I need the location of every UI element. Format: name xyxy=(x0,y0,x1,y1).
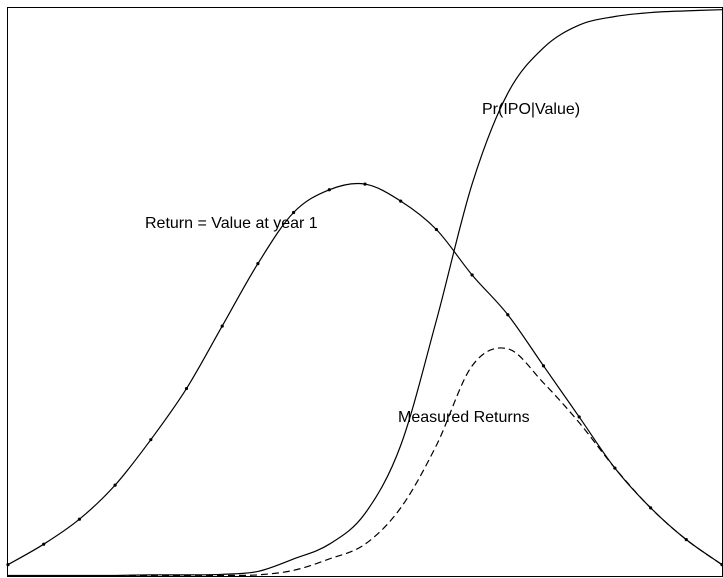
curve-label: Return = Value at year 1 xyxy=(145,215,318,232)
point-marker xyxy=(292,210,296,215)
curve xyxy=(8,347,723,577)
point-marker xyxy=(77,517,81,521)
curve xyxy=(7,182,723,566)
point-marker xyxy=(42,542,46,546)
curve-label: Measured Returns xyxy=(398,409,530,426)
point-marker xyxy=(577,415,581,419)
point-marker xyxy=(434,227,438,232)
plot-frame xyxy=(7,7,723,577)
point-marker xyxy=(327,188,331,192)
point-marker xyxy=(220,324,224,328)
point-marker xyxy=(6,563,10,567)
curve xyxy=(8,9,723,577)
point-marker xyxy=(363,182,367,186)
point-marker xyxy=(541,364,546,368)
point-marker xyxy=(684,538,688,542)
point-marker xyxy=(113,483,117,487)
point-marker xyxy=(506,313,510,317)
point-marker xyxy=(256,262,260,266)
curve-label: Pr(IPO|Value) xyxy=(482,101,580,118)
point-marker xyxy=(184,386,189,391)
point-marker xyxy=(399,199,403,203)
point-marker xyxy=(149,438,153,442)
point-marker xyxy=(470,273,474,277)
